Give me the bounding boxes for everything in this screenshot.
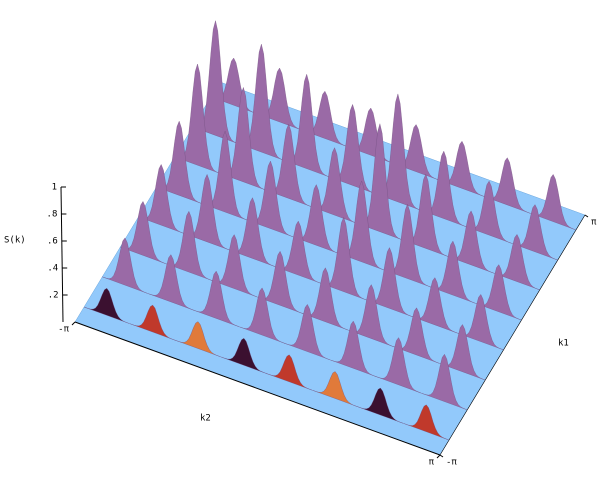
peak: [148, 254, 194, 311]
axis-line: [439, 214, 586, 456]
z-tick-label: 1: [52, 183, 57, 193]
x-tick-label: -π: [446, 458, 457, 468]
peak: [330, 320, 377, 377]
peak: [221, 338, 267, 374]
peak: [312, 371, 358, 407]
z-axis-label: S(k): [4, 236, 26, 246]
x-tick-label: π: [591, 218, 597, 228]
peak: [239, 287, 285, 344]
peak: [266, 354, 313, 391]
peak: [375, 337, 422, 394]
peak: [175, 321, 221, 358]
y-tick: [71, 321, 76, 326]
peak: [284, 304, 331, 361]
y-tick: [436, 454, 441, 459]
peak: [129, 304, 176, 341]
peak: [357, 387, 404, 424]
peak: [83, 288, 130, 324]
axis-line: [74, 321, 441, 456]
z-tick-label: .8: [47, 210, 58, 220]
z-tick-label: .2: [48, 291, 59, 301]
y-tick-label: -π: [58, 325, 69, 335]
x-axis-label: k1: [558, 339, 569, 349]
x-tick: [584, 214, 589, 218]
z-tick-label: .4: [47, 264, 58, 274]
y-axis-label: k2: [200, 414, 211, 424]
z-tick-label: .6: [47, 237, 58, 247]
peak: [102, 237, 148, 294]
y-tick-label: π: [429, 458, 435, 468]
peak: [421, 354, 468, 411]
peak: [193, 270, 240, 327]
peak: [403, 404, 450, 441]
x-tick: [439, 454, 444, 458]
z-axis-line: [60, 186, 64, 323]
